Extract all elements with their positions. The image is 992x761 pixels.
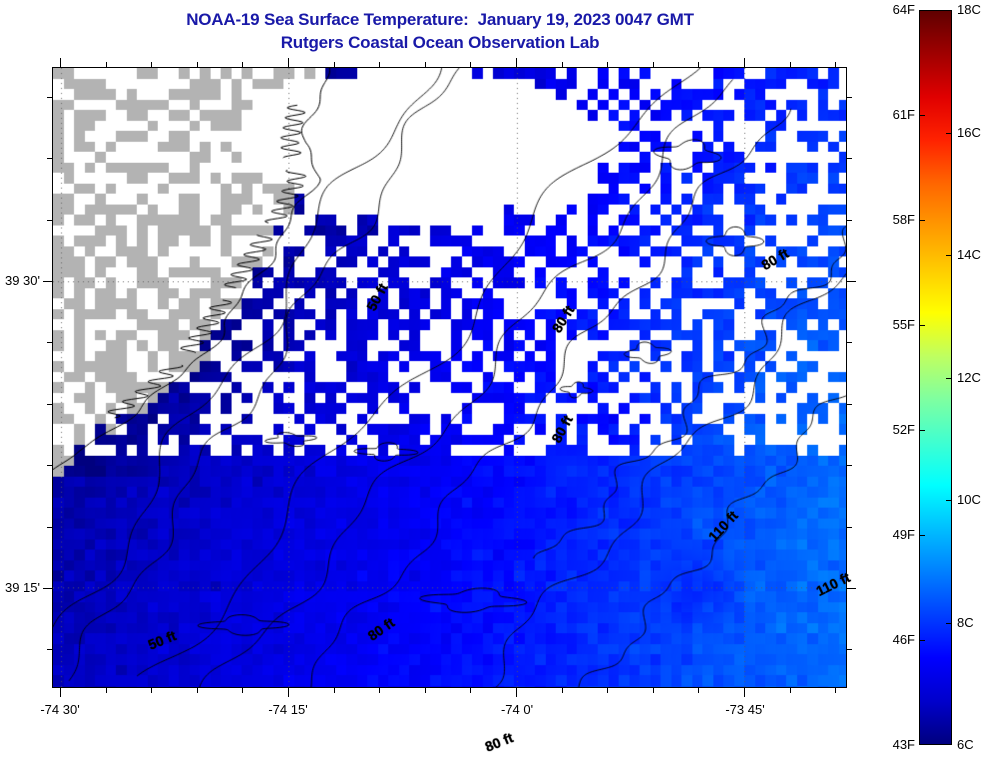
lon-major-tick xyxy=(744,688,745,697)
lon-minor-tick xyxy=(653,688,654,693)
lat-minor-tick xyxy=(47,404,52,405)
lon-minor-tick xyxy=(151,688,152,693)
lat-major-tick xyxy=(43,281,52,282)
lon-minor-tick xyxy=(607,688,608,693)
lat-major-tick-right xyxy=(847,281,856,282)
colorbar-c-label: 16C xyxy=(957,124,981,140)
colorbar-f-label: 64F xyxy=(892,2,915,17)
lon-minor-tick xyxy=(379,688,380,693)
colorbar-f-label: 58F xyxy=(892,212,915,227)
lat-minor-tick xyxy=(47,158,52,159)
colorbar-tick xyxy=(919,220,925,221)
lon-minor-tick-top xyxy=(151,62,152,67)
lat-major-tick xyxy=(43,588,52,589)
depth-contour-label: 80 ft xyxy=(482,729,516,755)
colorbar-tick xyxy=(919,430,925,431)
colorbar-f-label: 49F xyxy=(892,527,915,542)
lon-minor-tick xyxy=(835,688,836,693)
lon-minor-tick xyxy=(197,688,198,693)
page-title: NOAA-19 Sea Surface Temperature: January… xyxy=(0,8,880,54)
colorbar-gradient xyxy=(919,10,952,745)
latitude-label: 39 30' xyxy=(4,273,40,288)
latitude-label: 39 15' xyxy=(4,580,40,595)
lon-minor-tick-top xyxy=(470,62,471,67)
lon-minor-tick-top xyxy=(607,62,608,67)
lon-minor-tick-top xyxy=(425,62,426,67)
lon-minor-tick-top xyxy=(835,62,836,67)
longitude-label: -74 30' xyxy=(40,702,80,717)
colorbar-f-label: 61F xyxy=(892,107,915,122)
lat-minor-tick-right xyxy=(847,158,852,159)
lon-minor-tick xyxy=(425,688,426,693)
longitude-label: -73 45' xyxy=(725,702,765,717)
colorbar-tick xyxy=(919,325,925,326)
colorbar-tick xyxy=(919,640,925,641)
lat-minor-tick xyxy=(47,342,52,343)
colorbar-tick xyxy=(919,535,925,536)
lon-minor-tick-top xyxy=(698,62,699,67)
longitude-label: -74 15' xyxy=(268,702,308,717)
sst-map[interactable] xyxy=(52,67,847,688)
title-line-2: Rutgers Coastal Ocean Observation Lab xyxy=(280,33,600,52)
lon-minor-tick-top xyxy=(379,62,380,67)
colorbar-f-label: 52F xyxy=(892,422,915,437)
lon-minor-tick-top xyxy=(334,62,335,67)
lon-minor-tick-top xyxy=(197,62,198,67)
title-line-1: NOAA-19 Sea Surface Temperature: January… xyxy=(186,10,694,29)
lat-minor-tick-right xyxy=(847,97,852,98)
temperature-colorbar[interactable] xyxy=(919,10,952,745)
lon-major-tick-top xyxy=(516,58,517,67)
lon-minor-tick-top xyxy=(242,62,243,67)
lat-major-tick-right xyxy=(847,588,856,589)
lon-minor-tick xyxy=(790,688,791,693)
lat-minor-tick-right xyxy=(847,342,852,343)
lat-minor-tick-right xyxy=(847,404,852,405)
lat-minor-tick-right xyxy=(847,220,852,221)
lon-major-tick xyxy=(288,688,289,697)
colorbar-tick xyxy=(946,255,952,256)
colorbar-c-label: 18C xyxy=(957,2,981,17)
lat-minor-tick xyxy=(47,220,52,221)
lat-minor-tick xyxy=(47,527,52,528)
lon-major-tick xyxy=(516,688,517,697)
lon-minor-tick-top xyxy=(653,62,654,67)
lat-minor-tick xyxy=(47,465,52,466)
lon-minor-tick xyxy=(334,688,335,693)
lat-minor-tick-right xyxy=(847,465,852,466)
sst-raster xyxy=(53,68,846,687)
lon-major-tick-top xyxy=(60,58,61,67)
lon-minor-tick xyxy=(242,688,243,693)
lon-major-tick-top xyxy=(288,58,289,67)
lon-major-tick xyxy=(60,688,61,697)
lat-minor-tick xyxy=(47,649,52,650)
colorbar-tick xyxy=(946,378,952,379)
colorbar-c-label: 12C xyxy=(957,369,981,385)
lon-minor-tick-top xyxy=(106,62,107,67)
lon-minor-tick xyxy=(470,688,471,693)
lat-minor-tick xyxy=(47,97,52,98)
colorbar-c-label: 10C xyxy=(957,492,981,507)
longitude-label: -74 0' xyxy=(500,702,534,717)
colorbar-f-label: 43F xyxy=(892,737,915,752)
colorbar-tick xyxy=(946,500,952,501)
colorbar-c-label: 6C xyxy=(957,737,974,752)
colorbar-tick xyxy=(946,623,952,624)
lon-minor-tick-top xyxy=(562,62,563,67)
lon-minor-tick xyxy=(106,688,107,693)
colorbar-f-label: 46F xyxy=(892,632,915,647)
lon-major-tick-top xyxy=(744,58,745,67)
colorbar-f-label: 55F xyxy=(892,317,915,332)
colorbar-c-label: 8C xyxy=(957,614,974,630)
lat-minor-tick-right xyxy=(847,649,852,650)
colorbar-tick xyxy=(919,115,925,116)
lon-minor-tick xyxy=(698,688,699,693)
colorbar-tick xyxy=(946,133,952,134)
lat-minor-tick-right xyxy=(847,527,852,528)
lon-minor-tick-top xyxy=(790,62,791,67)
lon-minor-tick xyxy=(562,688,563,693)
colorbar-c-label: 14C xyxy=(957,247,981,262)
